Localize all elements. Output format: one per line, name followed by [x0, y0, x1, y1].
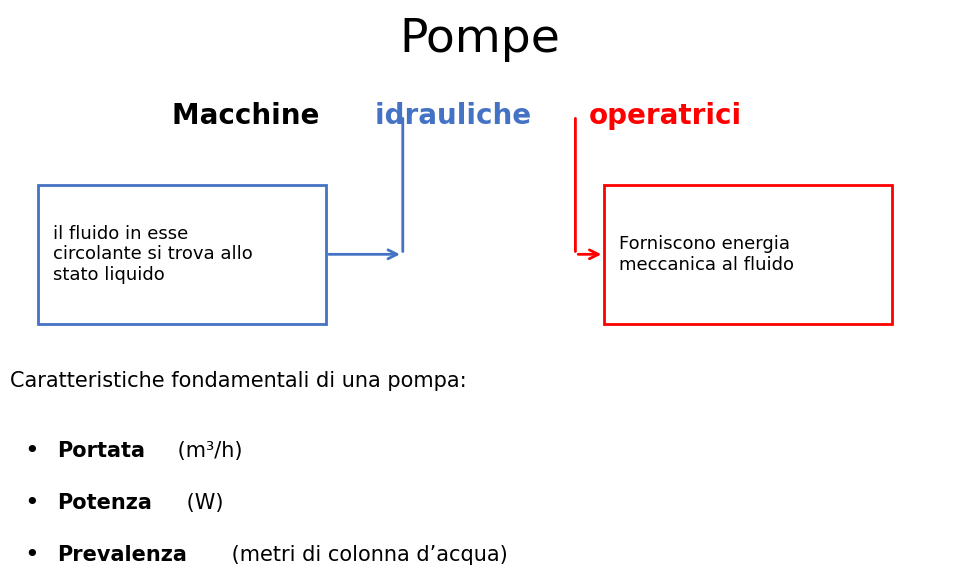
- Text: (metri di colonna d’acqua): (metri di colonna d’acqua): [225, 545, 508, 565]
- Text: •: •: [24, 491, 38, 515]
- FancyBboxPatch shape: [604, 185, 892, 324]
- Text: •: •: [24, 543, 38, 567]
- Text: Portata: Portata: [58, 441, 146, 461]
- Text: Forniscono energia
meccanica al fluido: Forniscono energia meccanica al fluido: [619, 235, 793, 274]
- Text: Prevalenza: Prevalenza: [58, 545, 187, 565]
- Text: (W): (W): [180, 493, 223, 513]
- Text: Macchine: Macchine: [173, 102, 330, 129]
- Text: Caratteristiche fondamentali di una pompa:: Caratteristiche fondamentali di una pomp…: [10, 372, 466, 391]
- Text: Potenza: Potenza: [58, 493, 152, 513]
- FancyBboxPatch shape: [38, 185, 326, 324]
- Text: idrauliche: idrauliche: [375, 102, 541, 129]
- Text: operatrici: operatrici: [589, 102, 742, 129]
- Text: il fluido in esse
circolante si trova allo
stato liquido: il fluido in esse circolante si trova al…: [53, 224, 252, 284]
- Text: Pompe: Pompe: [399, 17, 560, 62]
- Text: (m³/h): (m³/h): [171, 441, 243, 461]
- Text: •: •: [24, 439, 38, 463]
